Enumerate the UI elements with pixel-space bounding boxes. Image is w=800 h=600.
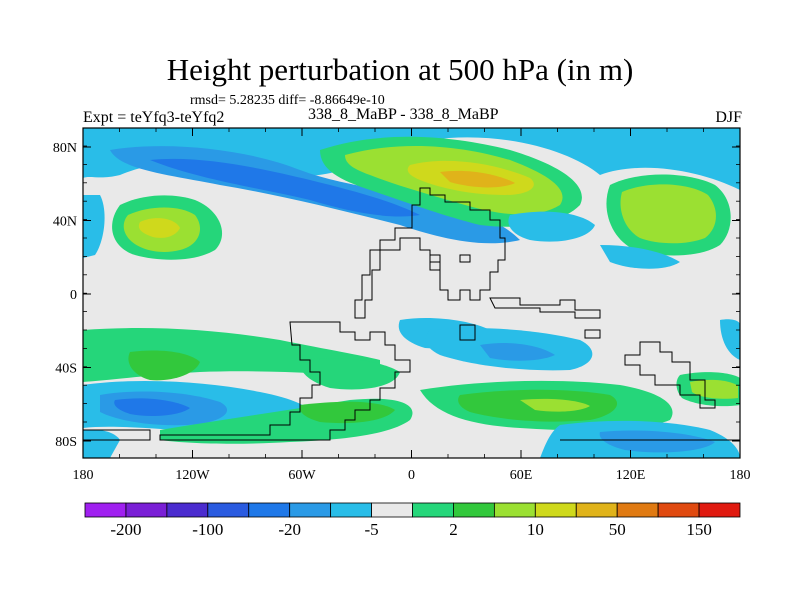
colorbar-labels: -200 -100 -20 -5 2 10 50 150 — [110, 520, 711, 539]
colorbar-swatch — [453, 502, 495, 518]
x-tick-label: 0 — [408, 468, 415, 483]
y-tick-label: 80N — [53, 141, 77, 156]
colorbar-label: -200 — [110, 520, 141, 539]
colorbar-swatch — [166, 502, 209, 518]
colorbar-swatch — [125, 502, 168, 518]
colorbar-label: 150 — [686, 520, 712, 539]
x-tick-label: 180 — [73, 468, 94, 483]
season-label: DJF — [715, 109, 742, 126]
colorbar-label: -5 — [364, 520, 378, 539]
x-tick-label: 180 — [730, 468, 751, 483]
colorbar-swatch — [248, 502, 291, 518]
stats-text: rmsd= 5.28235 diff= -8.86649e-10 — [190, 93, 385, 108]
colorbar-swatch — [289, 502, 332, 518]
x-tick-label: 120E — [616, 468, 646, 483]
colorbar — [84, 502, 741, 518]
colorbar-swatch — [330, 502, 372, 518]
map-panel — [83, 128, 740, 458]
colorbar-swatch — [412, 502, 454, 518]
colorbar-swatch — [575, 502, 618, 518]
colorbar-swatch — [493, 502, 536, 518]
colorbar-label: 2 — [449, 520, 458, 539]
colorbar-swatch — [534, 502, 577, 518]
x-axis: 180 120W 60W 0 60E 120E 180 — [73, 128, 751, 483]
y-tick-label: 40S — [55, 362, 77, 377]
expt-label: Expt = teYfq3-teYfq2 — [83, 109, 225, 126]
runs-label: 338_8_MaBP - 338_8_MaBP — [308, 106, 499, 123]
y-tick-label: 80S — [55, 435, 77, 450]
coastlines — [83, 187, 740, 441]
sh-contours — [83, 318, 740, 458]
colorbar-swatch — [616, 502, 659, 518]
y-tick-label: 0 — [70, 288, 77, 303]
x-tick-label: 60W — [288, 468, 316, 483]
x-tick-label: 60E — [510, 468, 533, 483]
colorbar-swatch — [84, 502, 127, 518]
colorbar-swatch — [371, 502, 413, 518]
nh-contours — [83, 128, 740, 269]
colorbar-label: 10 — [527, 520, 544, 539]
colorbar-swatch — [207, 502, 250, 518]
y-tick-label: 40N — [53, 215, 77, 230]
colorbar-swatch — [657, 502, 700, 518]
colorbar-label: 50 — [609, 520, 626, 539]
colorbar-label: -20 — [278, 520, 301, 539]
colorbar-swatch — [698, 502, 741, 518]
x-tick-label: 120W — [175, 468, 210, 483]
colorbar-label: -100 — [192, 520, 223, 539]
y-axis: 80N 40N 0 40S 80S — [53, 141, 740, 450]
map-title: Height perturbation at 500 hPa (in m) — [166, 52, 634, 87]
